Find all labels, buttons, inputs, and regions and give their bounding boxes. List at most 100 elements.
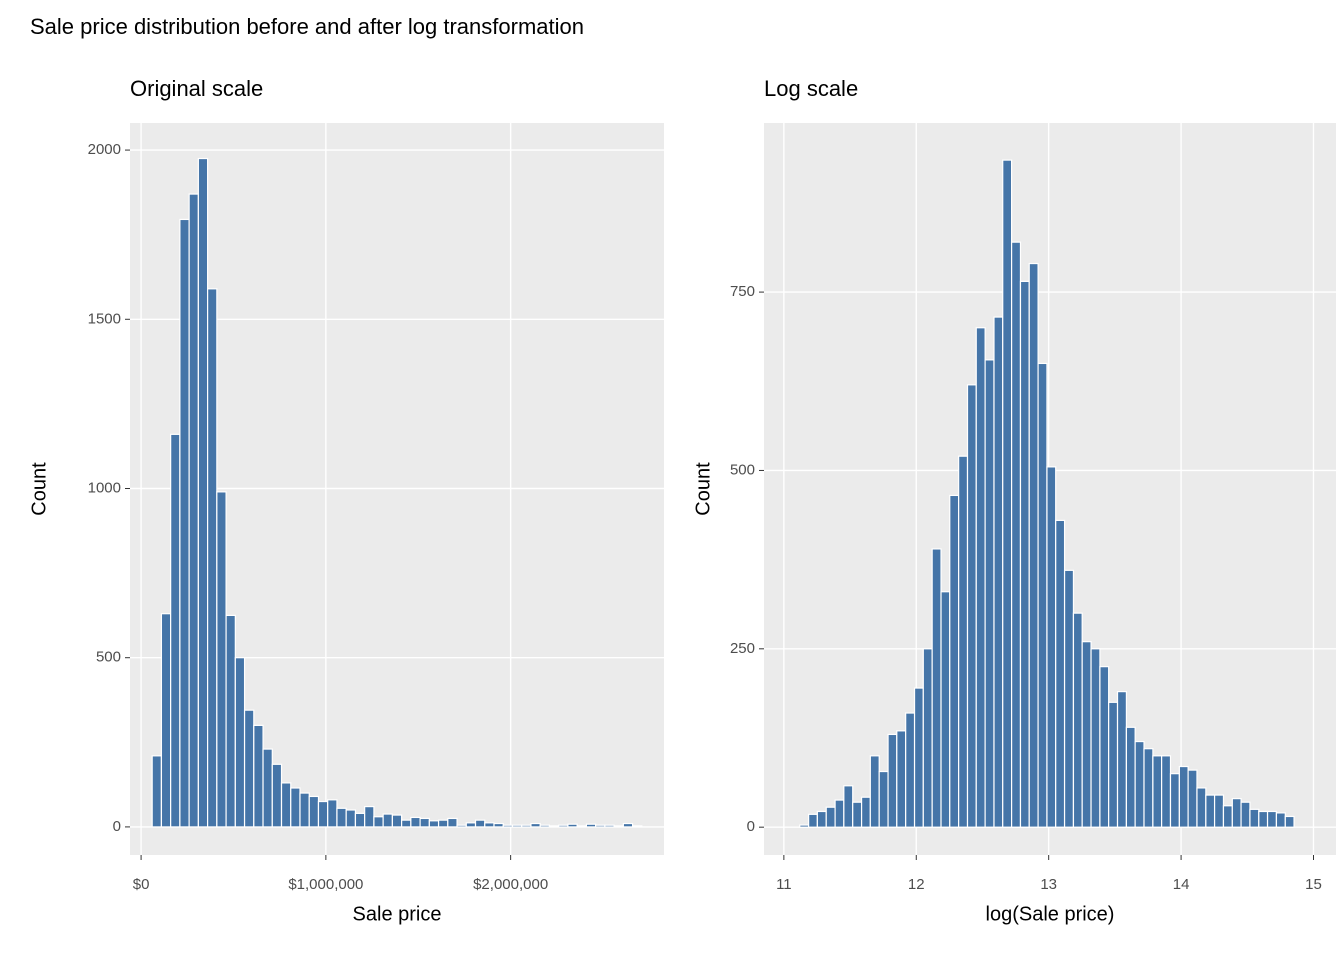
histogram-bar	[502, 824, 514, 828]
histogram-bar	[1063, 569, 1075, 828]
histogram-bar	[984, 359, 995, 828]
histogram-bar	[1258, 810, 1269, 828]
histogram-bar	[308, 795, 320, 828]
histogram-bar	[410, 816, 421, 828]
histogram-bar	[1275, 812, 1286, 828]
histogram-bar	[975, 327, 986, 828]
histogram-bar	[595, 824, 606, 828]
histogram-bar	[1196, 787, 1207, 828]
histogram-bar	[958, 455, 969, 828]
histogram-bar	[336, 807, 347, 828]
histogram-bar	[1222, 805, 1233, 828]
histogram-bar	[567, 823, 578, 828]
histogram-bar	[391, 814, 403, 828]
histogram-bar	[1028, 262, 1039, 828]
panel-title: Original scale	[130, 76, 263, 101]
x-tick-label: $0	[133, 876, 150, 893]
histogram-bar	[1116, 691, 1127, 828]
y-tick-label: 500	[730, 461, 755, 478]
histogram-bar	[896, 730, 907, 828]
histogram-bar	[878, 770, 889, 828]
histogram-bar	[317, 800, 329, 828]
histogram-bar	[825, 806, 836, 828]
x-tick-label: 15	[1305, 876, 1322, 893]
x-axis-label: Sale price	[353, 903, 442, 925]
histogram-bar	[382, 813, 393, 828]
histogram-bar	[151, 755, 163, 828]
histogram-bar	[1231, 798, 1242, 828]
histogram-bar	[585, 823, 597, 828]
histogram-bar	[940, 591, 951, 828]
histogram-bar	[1161, 755, 1172, 828]
x-tick-label: $2,000,000	[473, 876, 548, 893]
histogram-bar	[1143, 748, 1154, 828]
histogram-bar	[631, 825, 643, 828]
histogram-bar	[1134, 740, 1145, 828]
histogram-bar	[243, 709, 255, 828]
histogram-bar	[1213, 794, 1225, 828]
histogram-bar	[271, 763, 283, 828]
histogram-bar	[290, 787, 301, 828]
histogram-bar	[207, 288, 218, 828]
histogram-bar	[1187, 769, 1198, 828]
histogram-bar	[345, 809, 357, 828]
histogram-bar	[160, 613, 172, 828]
histogram-bar	[949, 494, 960, 828]
histogram-bar	[197, 157, 209, 828]
histogram-bar	[401, 819, 412, 828]
x-axis-label: log(Sale price)	[986, 903, 1115, 925]
histogram-bar	[993, 316, 1004, 828]
histogram-bar	[1125, 726, 1136, 828]
histogram-bar	[1046, 466, 1057, 828]
histogram-bar	[364, 806, 375, 828]
histogram-bar	[354, 812, 366, 828]
x-tick-label: 12	[908, 876, 925, 893]
histogram-bar	[493, 822, 504, 828]
histogram-bar	[905, 712, 916, 828]
histogram-bar	[262, 748, 273, 828]
histogram-bar	[170, 433, 181, 828]
y-tick-label: 2000	[88, 141, 121, 158]
histogram-bar	[188, 193, 199, 828]
histogram-bar	[922, 648, 933, 828]
figure-title: Sale price distribution before and after…	[30, 14, 584, 39]
histogram-bar	[808, 813, 818, 828]
histogram-bar	[604, 824, 615, 828]
histogram-bar	[484, 822, 495, 828]
histogram-bar	[1055, 519, 1066, 828]
histogram-bar	[1090, 648, 1101, 828]
y-tick-label: 0	[747, 818, 755, 835]
histogram-bar	[966, 384, 977, 828]
y-tick-label: 1500	[88, 310, 121, 327]
histogram-bar	[1019, 280, 1030, 828]
histogram-bar	[327, 799, 338, 828]
histogram-bar	[816, 810, 827, 828]
histogram-bar	[280, 782, 292, 828]
histogram-bar	[834, 799, 845, 828]
histogram-bar	[299, 792, 310, 828]
y-tick-label: 0	[113, 818, 121, 835]
histogram-bar	[1037, 362, 1048, 828]
y-tick-label: 750	[730, 283, 755, 300]
histogram-bar	[437, 819, 449, 828]
histogram-bar	[511, 824, 523, 828]
panel-title: Log scale	[764, 76, 858, 101]
histogram-bar	[419, 817, 430, 828]
x-tick-label: 13	[1040, 876, 1057, 893]
histogram-bar	[1011, 241, 1022, 828]
histogram-bar	[613, 825, 624, 828]
histogram-bar	[225, 614, 236, 828]
y-axis-label: Count	[692, 462, 714, 516]
histogram-bar	[913, 687, 924, 828]
histogram-bar	[843, 785, 854, 828]
x-tick-label: 11	[776, 876, 792, 893]
histogram-bar	[1249, 808, 1260, 828]
histogram-bar	[1072, 612, 1083, 828]
histogram-bar	[576, 825, 587, 828]
histogram-bar	[548, 825, 560, 828]
histogram-bar	[456, 824, 467, 828]
y-tick-label: 500	[96, 649, 121, 666]
histogram-bar	[860, 796, 871, 828]
histogram-bar	[1002, 159, 1013, 828]
